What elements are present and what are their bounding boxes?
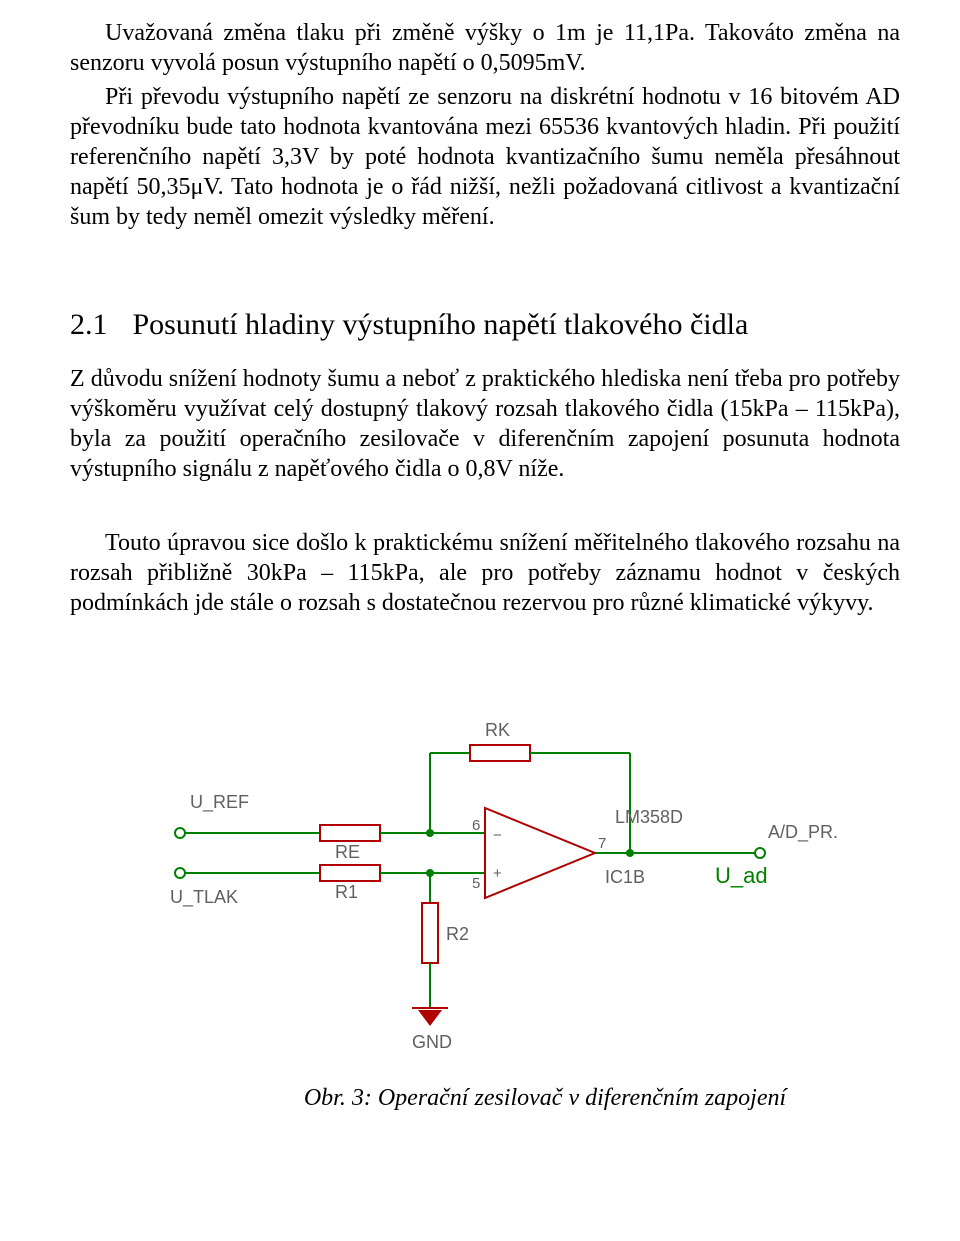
minus-symbol: − [493,827,502,844]
u-tlak-label: U_TLAK [170,887,238,908]
pin-6-label: 6 [472,817,480,834]
paragraph-2: Při převodu výstupního napětí ze senzoru… [70,82,900,232]
schematic-svg: 6 5 7 − + U_REF U_TLAK A/D_PR. RK RE R1 … [160,678,860,1078]
paragraph-3: Z důvodu snížení hodnoty šumu a neboť z … [70,364,900,484]
u-ad-label: U_ad [715,863,768,888]
paragraph-4: Touto úpravou sice došlo k praktickému s… [70,528,900,618]
pin-5-label: 5 [472,875,480,892]
ad-pr-label: A/D_PR. [768,822,838,843]
plus-symbol: + [493,865,502,882]
r1-label: R1 [335,882,358,902]
u-ref-label: U_REF [190,792,249,813]
part-label: LM358D [615,807,683,827]
schematic-figure: 6 5 7 − + U_REF U_TLAK A/D_PR. RK RE R1 … [160,678,860,1078]
figure-caption: Obr. 3: Operační zesilovač v diferenčním… [190,1083,900,1113]
section-title: Posunutí hladiny výstupního napětí tlako… [133,308,749,341]
section-heading: 2.1 Posunutí hladiny výstupního napětí t… [70,306,900,344]
pin-7-label: 7 [598,835,606,852]
re-label: RE [335,842,360,862]
r2-label: R2 [446,924,469,944]
ic-label: IC1B [605,867,645,887]
rk-label: RK [485,720,510,740]
section-number: 2.1 [70,306,125,344]
paragraph-1: Uvažovaná změna tlaku při změně výšky o … [70,18,900,78]
gnd-label: GND [412,1032,452,1052]
